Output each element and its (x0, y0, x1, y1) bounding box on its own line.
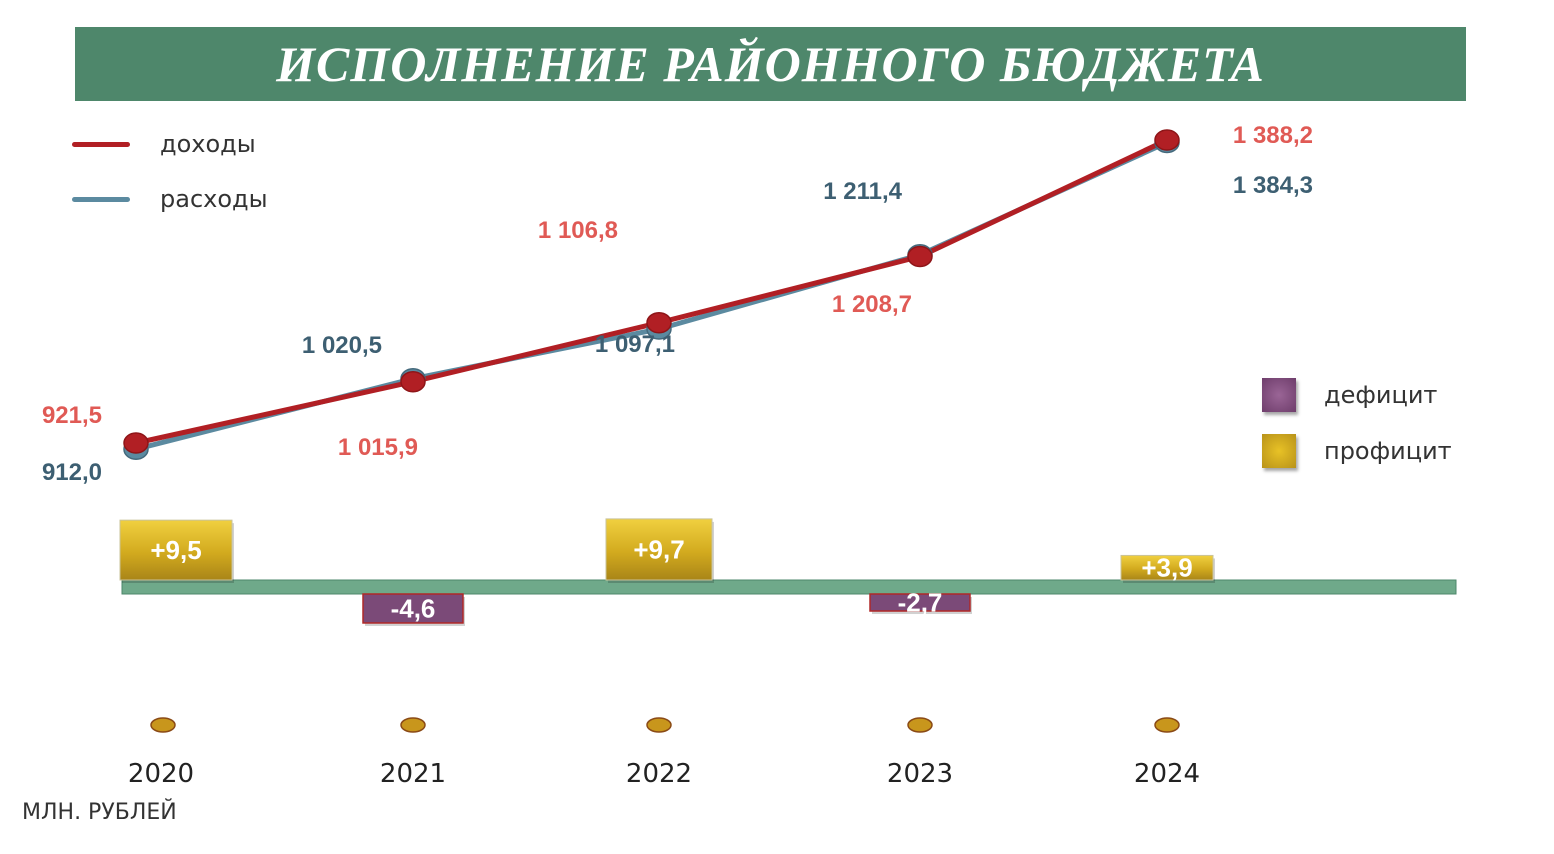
legend-item-deficit: дефицит (1262, 378, 1437, 412)
legend-box-surplus (1262, 434, 1296, 468)
tick-label-2022: 2022 (626, 759, 692, 789)
data-label-expense-2020: 912,0 (42, 459, 102, 486)
data-label-income-2023: 1 208,7 (832, 291, 912, 318)
balance-label-2022: +9,7 (633, 534, 684, 564)
balance-label-2023: -2,7 (898, 588, 943, 618)
legend-box-deficit (1262, 378, 1296, 412)
title-bar: ИСПОЛНЕНИЕ РАЙОННОГО БЮДЖЕТА (75, 27, 1466, 101)
point-income-2022 (646, 311, 672, 334)
balance-label-2020: +9,5 (150, 535, 201, 565)
series-line-income (135, 137, 1169, 446)
legend-label-deficit: дефицит (1324, 381, 1438, 409)
data-label-expense-2023: 1 211,4 (823, 178, 902, 205)
balance-label-2024: +3,9 (1141, 553, 1192, 583)
data-label-income-2024: 1 388,2 (1233, 122, 1313, 149)
legend-item-expense: расходы (72, 185, 268, 213)
legend-item-surplus: профицит (1262, 434, 1452, 468)
year-marker-2023 (907, 717, 933, 733)
tick-label-2020: 2020 (128, 759, 194, 789)
year-marker-2024 (1154, 717, 1180, 733)
legend-label-income: доходы (160, 130, 256, 158)
balance-axis (121, 579, 1457, 595)
year-marker-2022 (646, 717, 672, 733)
legend-item-income: доходы (72, 130, 256, 158)
surplus-bar-2022 (605, 518, 713, 581)
data-label-expense-2022: 1 097,1 (595, 331, 675, 358)
legend-label-expense: расходы (160, 185, 268, 213)
surplus-bar-2024 (1120, 554, 1214, 581)
deficit-bar-2021 (362, 593, 464, 624)
point-income-2020 (123, 432, 149, 454)
surplus-bar-2020 (119, 519, 233, 581)
data-label-income-2021: 1 015,9 (338, 434, 418, 461)
point-income-2024 (1154, 129, 1180, 151)
point-income-2021 (400, 370, 426, 393)
unit-label: МЛН. РУБЛЕЙ (22, 800, 177, 825)
deficit-bar-2023 (869, 593, 971, 612)
legend-line-expense (72, 196, 130, 202)
data-label-income-2020: 921,5 (42, 402, 102, 429)
point-income-2023 (907, 245, 933, 268)
data-label-expense-2021: 1 020,5 (302, 332, 382, 359)
tick-label-2021: 2021 (380, 759, 446, 789)
year-marker-2020 (150, 717, 176, 733)
series-line-expense (135, 140, 1169, 452)
tick-label-2023: 2023 (887, 759, 953, 789)
balance-label-2021: -4,6 (391, 593, 436, 623)
tick-label-2024: 2024 (1134, 759, 1200, 789)
chart-title: ИСПОЛНЕНИЕ РАЙОННОГО БЮДЖЕТА (276, 36, 1265, 92)
legend-line-income (72, 141, 130, 147)
data-label-income-2022: 1 106,8 (538, 217, 618, 244)
legend-label-surplus: профицит (1324, 437, 1452, 465)
year-marker-2021 (400, 717, 426, 733)
data-label-expense-2024: 1 384,3 (1233, 172, 1313, 199)
